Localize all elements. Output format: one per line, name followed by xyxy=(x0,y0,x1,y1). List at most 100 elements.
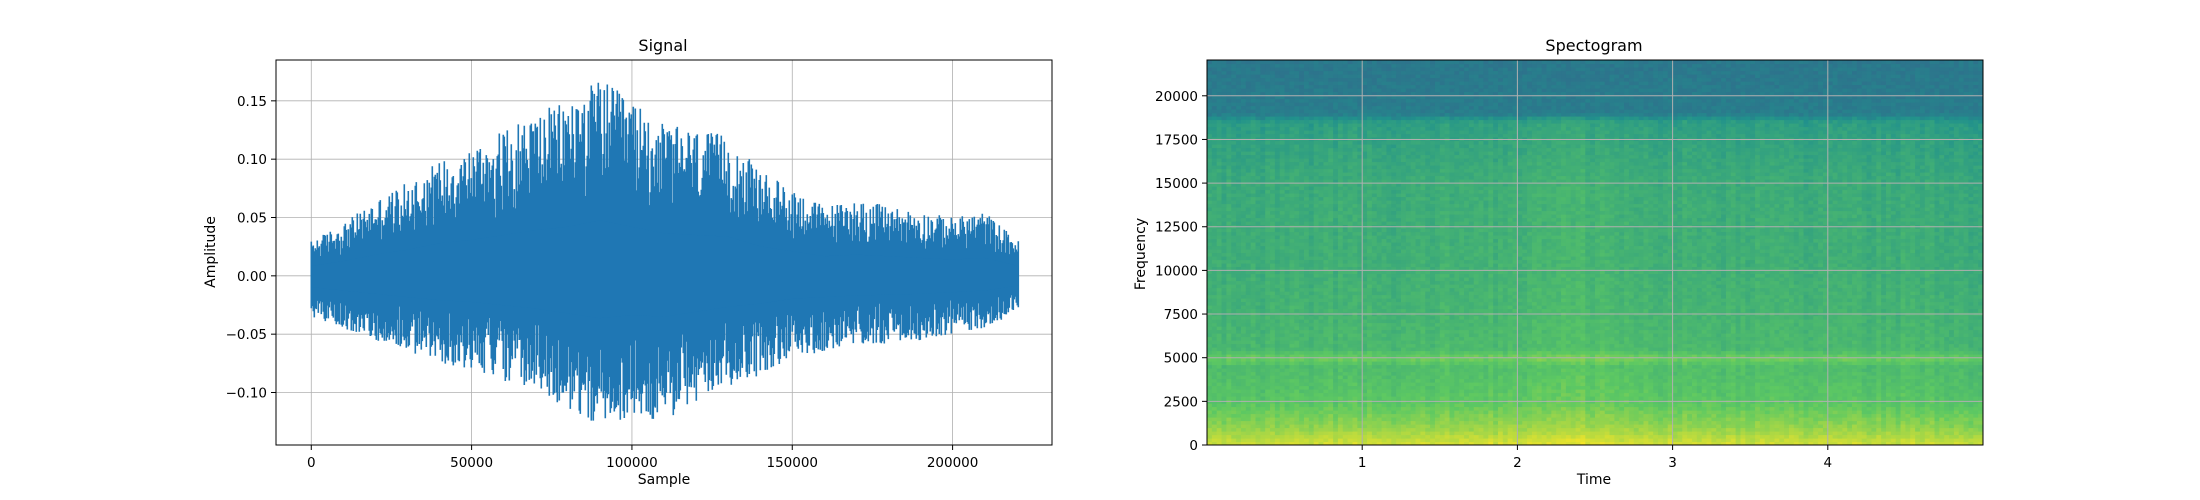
spectrogram-cell xyxy=(1381,347,1388,352)
spectrogram-cell xyxy=(1294,88,1300,93)
spectrogram-cell xyxy=(1299,361,1305,366)
spectrogram-cell xyxy=(1308,284,1315,289)
spectrogram-cell xyxy=(1270,336,1276,341)
spectrogram-cell xyxy=(1226,179,1232,184)
spectrogram-cell xyxy=(1371,347,1378,352)
spectrogram-cell xyxy=(1323,151,1329,156)
spectrogram-cell xyxy=(1410,182,1417,187)
spectrogram-cell xyxy=(1367,77,1373,82)
spectrogram-cell xyxy=(1367,294,1373,299)
spectrogram-cell xyxy=(1211,168,1218,173)
spectrogram-cell xyxy=(1352,382,1358,387)
spectrogram-cell xyxy=(1357,392,1363,397)
spectrogram-cell xyxy=(1420,70,1426,75)
spectrogram-cell xyxy=(1337,357,1344,362)
spectrogram-cell xyxy=(1240,347,1247,352)
spectrogram-cell xyxy=(1337,186,1344,191)
spectrogram-cell xyxy=(1405,319,1412,324)
spectrogram-cell xyxy=(1207,221,1213,226)
spectrogram-cell xyxy=(1401,189,1407,194)
spectrogram-cell xyxy=(1381,333,1388,338)
spectrogram-cell xyxy=(1265,116,1271,121)
spectrogram-cell xyxy=(1255,60,1261,65)
spectrogram-cell xyxy=(1255,270,1261,275)
spectrogram-cell xyxy=(1250,357,1257,362)
spectrogram-cell xyxy=(1313,193,1320,198)
spectrogram-cell xyxy=(1289,277,1295,282)
spectrogram-cell xyxy=(1250,119,1257,124)
spectrogram-cell xyxy=(1328,203,1334,208)
spectrogram-cell xyxy=(1337,420,1344,425)
spectrogram-cell xyxy=(1401,417,1407,422)
spectrogram-cell xyxy=(1265,434,1271,439)
spectrogram-cell xyxy=(1250,364,1257,369)
spectrogram-cell xyxy=(1231,147,1237,152)
spectrogram-cell xyxy=(1260,207,1266,212)
spectrogram-cell xyxy=(1381,427,1388,432)
spectrogram-cell xyxy=(1420,284,1426,289)
spectrogram-cell xyxy=(1255,256,1261,261)
spectrogram-cell xyxy=(1308,315,1315,320)
spectrogram-cell xyxy=(1308,298,1315,303)
spectrogram-cell xyxy=(1231,413,1237,418)
spectrogram-cell xyxy=(1255,126,1261,131)
spectrogram-cell xyxy=(1274,431,1281,436)
spectrogram-cell xyxy=(1396,354,1402,359)
spectrogram-cell xyxy=(1386,424,1392,429)
spectrogram-cell xyxy=(1342,235,1349,240)
spectrogram-cell xyxy=(1328,406,1334,411)
spectrogram-cell xyxy=(1231,214,1237,219)
spectrogram-cell xyxy=(1342,200,1349,205)
signal-x-tick-label: 100000 xyxy=(606,455,658,471)
spectrogram-cell xyxy=(1304,371,1310,376)
spectrogram-cell xyxy=(1386,151,1392,156)
spectrogram-cell xyxy=(1255,179,1261,184)
spectrogram-cell xyxy=(1313,277,1320,282)
spectrogram-cell xyxy=(1405,158,1412,163)
spectrogram-cell xyxy=(1376,298,1383,303)
spectrogram-cell xyxy=(1342,291,1349,296)
spectrogram-cell xyxy=(1357,186,1363,191)
spectrogram-cell xyxy=(1260,438,1266,443)
spectrogram-cell xyxy=(1386,165,1392,170)
spectrogram-cell xyxy=(1284,235,1291,240)
spectrogram-cell xyxy=(1294,259,1300,264)
spectrogram-cell xyxy=(1391,235,1397,240)
spectrogram-cell xyxy=(1415,326,1421,331)
spectrogram-cell xyxy=(1216,109,1223,114)
spectrogram-cell xyxy=(1376,371,1383,376)
spectrogram-cell xyxy=(1391,294,1397,299)
spectrogram-cell xyxy=(1367,420,1373,425)
spectrogram-cell xyxy=(1250,347,1257,352)
spectrogram-cell xyxy=(1270,235,1276,240)
spectrogram-cell xyxy=(1304,308,1310,313)
spectrogram-cell xyxy=(1265,347,1271,352)
spectrogram-cell xyxy=(1274,168,1281,173)
spectrogram-cell xyxy=(1396,343,1402,348)
spectrogram-cell xyxy=(1323,144,1329,149)
spectrogram-cell xyxy=(1284,151,1291,156)
spectrogram-cell xyxy=(1250,305,1257,310)
spectrogram-cell xyxy=(1410,140,1417,145)
spectrogram-cell xyxy=(1255,336,1261,341)
spectrogram-cell xyxy=(1279,193,1286,198)
spectrogram-cell xyxy=(1236,84,1242,89)
spectrogram-cell xyxy=(1405,154,1412,159)
spectrogram-cell xyxy=(1207,175,1213,180)
spectrogram-cell xyxy=(1352,105,1358,110)
spectrogram-cell xyxy=(1337,280,1344,285)
spectrogram-cell xyxy=(1405,119,1412,124)
spectrogram-cell xyxy=(1240,217,1247,222)
spectrogram-cell xyxy=(1284,116,1291,121)
spectrogram-cell xyxy=(1328,221,1334,226)
spectrogram-cell xyxy=(1396,116,1402,121)
spectrogram-cell xyxy=(1250,126,1257,131)
spectrogram-cell xyxy=(1381,263,1388,268)
spectrogram-cell xyxy=(1381,270,1388,275)
spectrogram-cell xyxy=(1226,116,1232,121)
spectrogram-cell xyxy=(1211,245,1218,250)
spectrogram-cell xyxy=(1313,172,1320,177)
spectrogram-cell xyxy=(1328,315,1334,320)
spectrogram-cell xyxy=(1386,235,1392,240)
spectrogram-cell xyxy=(1318,161,1324,166)
